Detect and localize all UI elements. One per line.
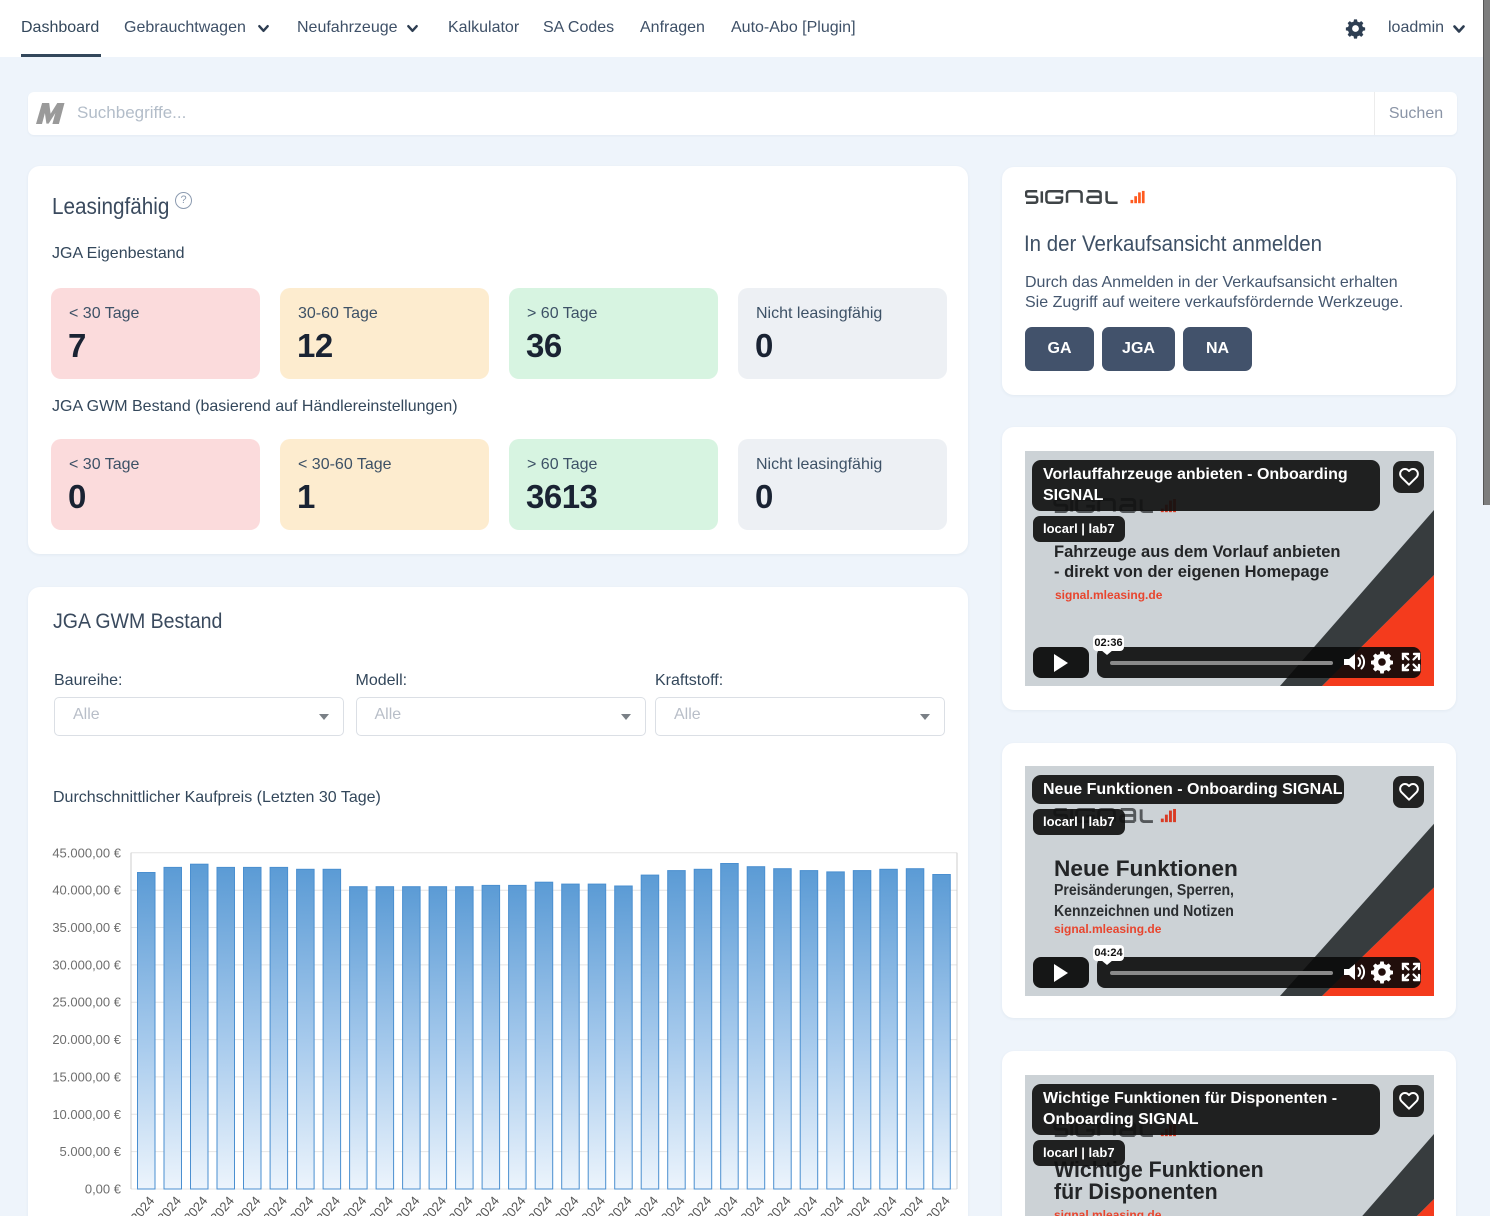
svg-text:2024: 2024 bbox=[393, 1193, 423, 1216]
svg-text:0,00 €: 0,00 € bbox=[85, 1182, 122, 1197]
svg-text:2024: 2024 bbox=[896, 1193, 926, 1216]
svg-text:2024: 2024 bbox=[419, 1193, 449, 1216]
svg-text:2024: 2024 bbox=[181, 1193, 211, 1216]
svg-text:2024: 2024 bbox=[313, 1193, 343, 1216]
svg-text:2024: 2024 bbox=[737, 1193, 767, 1216]
svg-text:2024: 2024 bbox=[234, 1193, 264, 1216]
svg-text:2024: 2024 bbox=[631, 1193, 661, 1216]
svg-text:2024: 2024 bbox=[260, 1193, 290, 1216]
svg-text:2024: 2024 bbox=[711, 1193, 741, 1216]
svg-text:2024: 2024 bbox=[658, 1193, 688, 1216]
svg-text:2024: 2024 bbox=[578, 1193, 608, 1216]
svg-text:45.000,00 €: 45.000,00 € bbox=[52, 845, 121, 860]
svg-text:2024: 2024 bbox=[366, 1193, 396, 1216]
svg-text:2024: 2024 bbox=[870, 1193, 900, 1216]
svg-text:30.000,00 €: 30.000,00 € bbox=[52, 957, 121, 972]
svg-text:2024: 2024 bbox=[843, 1193, 873, 1216]
svg-text:2024: 2024 bbox=[923, 1193, 953, 1216]
svg-text:2024: 2024 bbox=[790, 1193, 820, 1216]
svg-text:25.000,00 €: 25.000,00 € bbox=[52, 995, 121, 1010]
svg-text:5.000,00 €: 5.000,00 € bbox=[60, 1144, 122, 1159]
svg-text:2024: 2024 bbox=[817, 1193, 847, 1216]
svg-text:2024: 2024 bbox=[552, 1193, 582, 1216]
svg-text:2024: 2024 bbox=[605, 1193, 635, 1216]
svg-text:2024: 2024 bbox=[525, 1193, 555, 1216]
svg-text:2024: 2024 bbox=[127, 1193, 157, 1216]
svg-text:2024: 2024 bbox=[287, 1193, 317, 1216]
svg-text:15.000,00 €: 15.000,00 € bbox=[52, 1069, 121, 1084]
svg-text:10.000,00 €: 10.000,00 € bbox=[52, 1107, 121, 1122]
svg-text:2024: 2024 bbox=[499, 1193, 529, 1216]
svg-text:2024: 2024 bbox=[764, 1193, 794, 1216]
svg-text:2024: 2024 bbox=[684, 1193, 714, 1216]
svg-text:2024: 2024 bbox=[472, 1193, 502, 1216]
svg-text:20.000,00 €: 20.000,00 € bbox=[52, 1032, 121, 1047]
svg-text:2024: 2024 bbox=[207, 1193, 237, 1216]
svg-text:2024: 2024 bbox=[446, 1193, 476, 1216]
svg-text:40.000,00 €: 40.000,00 € bbox=[52, 883, 121, 898]
svg-text:35.000,00 €: 35.000,00 € bbox=[52, 920, 121, 935]
svg-text:2024: 2024 bbox=[154, 1193, 184, 1216]
svg-text:2024: 2024 bbox=[340, 1193, 370, 1216]
